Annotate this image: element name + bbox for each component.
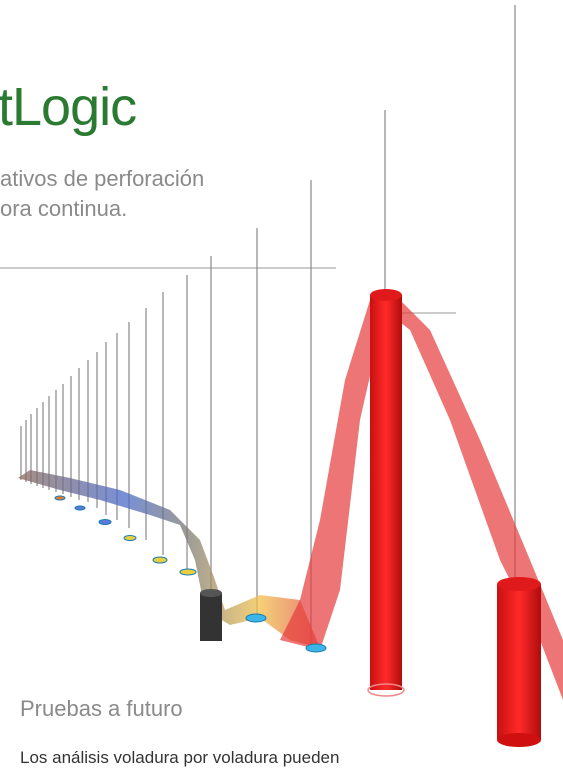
- body-text: Los análisis voladura por voladura puede…: [20, 748, 340, 767]
- title: tLogic: [0, 77, 137, 137]
- subtitle-line: ora continua.: [0, 196, 128, 221]
- subtitle-line: ativos de perforación: [0, 166, 205, 191]
- section-heading: Pruebas a futuro: [20, 696, 183, 721]
